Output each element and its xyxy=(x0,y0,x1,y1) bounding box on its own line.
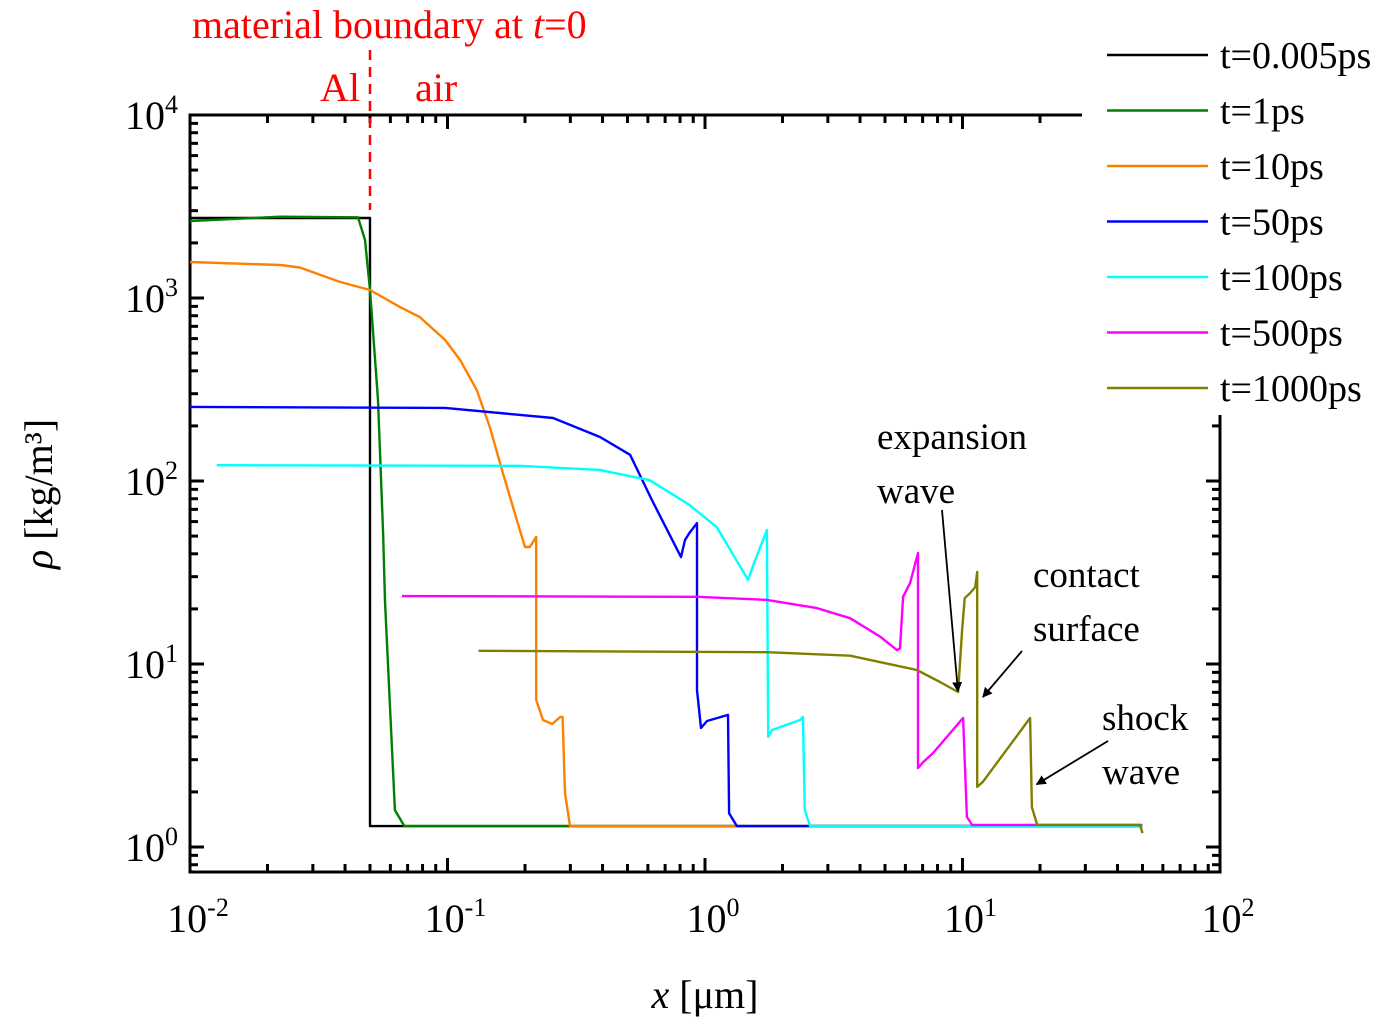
series-line-t-500ps xyxy=(401,551,1143,827)
contact-surface-arrow xyxy=(982,650,1023,698)
shock-wave-label-line: shock xyxy=(1102,698,1189,739)
series-line-t-1000ps xyxy=(478,570,1144,834)
tick-label-base: 10 xyxy=(125,642,165,687)
y-tick-label: 104 xyxy=(125,90,178,138)
tick-label-exponent: 2 xyxy=(1242,893,1255,922)
material-boundary-label: material boundary at t=0 xyxy=(192,2,587,47)
series-line-t-0-005ps xyxy=(190,216,1143,828)
x-axis-variable: x xyxy=(651,972,670,1017)
expansion-wave-label-line: expansion xyxy=(877,417,1027,458)
expansion-wave-label-line: wave xyxy=(877,471,955,512)
legend: t=0.005ps t=1ps t=10ps t=50ps t=100ps t=500ps… xyxy=(1107,35,1371,410)
legend-label: t=500ps xyxy=(1220,313,1343,355)
tick-label-base: 10 xyxy=(125,93,165,138)
y-tick-label: 103 xyxy=(125,273,178,321)
tick-label-exponent: -1 xyxy=(465,893,487,922)
tick-label-base: 10 xyxy=(1202,896,1242,941)
tick-label-exponent: 0 xyxy=(165,822,178,851)
tick-label-exponent: -2 xyxy=(207,893,229,922)
y-axis-unit: [kg/m³] xyxy=(16,419,61,550)
x-axis-label: x [μm] xyxy=(651,972,759,1017)
y-tick-label: 100 xyxy=(125,822,178,870)
y-axis-label: ρ [kg/m³] xyxy=(16,419,61,571)
x-tick-label: 101 xyxy=(944,893,997,941)
legend-label: t=50ps xyxy=(1220,202,1324,244)
x-tick-label: 10-1 xyxy=(425,893,487,941)
shock-wave-arrow xyxy=(1035,740,1109,786)
tick-label-base: 10 xyxy=(687,896,727,941)
contact-surface-label-line: contact xyxy=(1033,555,1141,596)
tick-label-exponent: 2 xyxy=(165,456,178,485)
y-axis-variable: ρ xyxy=(16,550,61,571)
al-label: Al xyxy=(320,65,360,110)
legend-label: t=10ps xyxy=(1220,146,1324,188)
tick-label-base: 10 xyxy=(425,896,465,941)
annotations: material boundary at t=0 Al air expansion wa… xyxy=(192,2,1189,793)
shock-wave-label-line: wave xyxy=(1102,752,1180,793)
y-tick-label: 101 xyxy=(125,639,178,687)
tick-label-exponent: 0 xyxy=(727,893,740,922)
tick-label-exponent: 1 xyxy=(165,639,178,668)
x-tick-label: 100 xyxy=(687,893,740,941)
x-tick-label: 10-2 xyxy=(167,893,229,941)
tick-label-exponent: 1 xyxy=(984,893,997,922)
air-label: air xyxy=(415,65,457,110)
tick-label-base: 10 xyxy=(125,276,165,321)
legend-label: t=1000ps xyxy=(1220,368,1362,410)
tick-label-exponent: 4 xyxy=(165,90,178,119)
series-line-t-1ps xyxy=(189,215,1143,828)
legend-label: t=1ps xyxy=(1220,91,1305,133)
series-line-t-10ps xyxy=(189,260,1143,828)
expansion-wave-arrow xyxy=(941,509,963,693)
tick-label-base: 10 xyxy=(125,459,165,504)
series-line-t-100ps xyxy=(216,464,1143,828)
legend-label: t=100ps xyxy=(1220,257,1343,299)
tick-label-exponent: 3 xyxy=(165,273,178,302)
series-line-t-50ps xyxy=(189,405,1143,828)
tick-label-base: 10 xyxy=(167,896,207,941)
axes-frame xyxy=(188,113,1222,874)
x-tick-label: 102 xyxy=(1202,893,1255,941)
series-lines xyxy=(189,215,1144,834)
x-axis-unit: [μm] xyxy=(669,972,758,1017)
tick-label-base: 10 xyxy=(944,896,984,941)
contact-surface-label-line: surface xyxy=(1033,609,1140,650)
tick-label-base: 10 xyxy=(125,825,165,870)
legend-label: t=0.005ps xyxy=(1220,35,1371,77)
y-tick-label: 102 xyxy=(125,456,178,504)
axis-ticks xyxy=(188,113,1222,872)
